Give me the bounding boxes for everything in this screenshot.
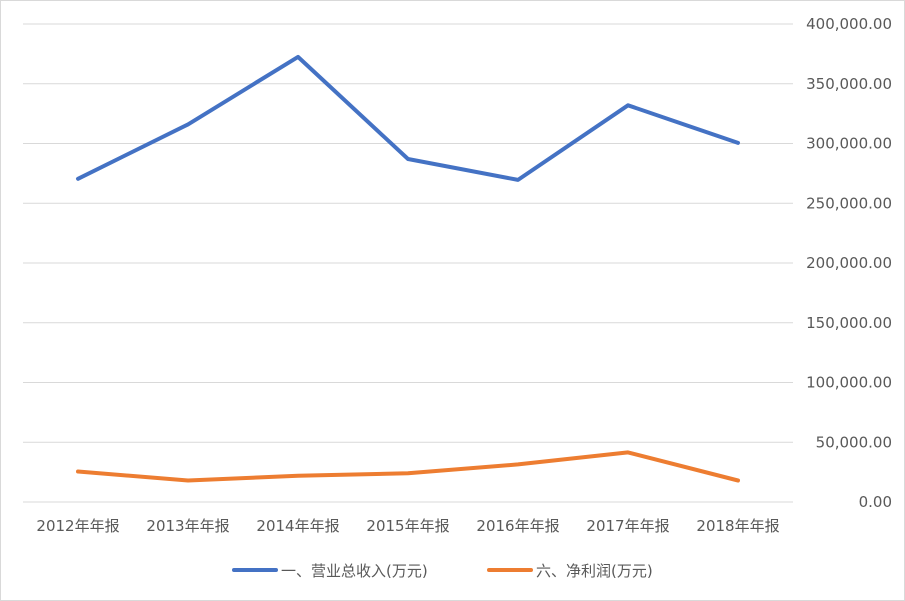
legend-label-1: 一、营业总收入(万元) [281, 562, 428, 580]
y-tick-label: 350,000.00 [806, 75, 892, 93]
y-tick-label: 400,000.00 [806, 15, 892, 33]
x-tick-label: 2018年年报 [696, 517, 779, 535]
legend: 一、营业总收入(万元) 六、净利润(万元) [232, 562, 653, 580]
legend-label-2: 六、净利润(万元) [536, 562, 653, 580]
x-tick-label: 2016年年报 [476, 517, 559, 535]
x-tick-label: 2015年年报 [366, 517, 449, 535]
y-tick-label: 50,000.00 [816, 433, 892, 451]
y-tick-label: 100,000.00 [806, 374, 892, 392]
x-tick-label: 2017年年报 [586, 517, 669, 535]
series-line-2 [76, 450, 740, 483]
y-axis-tick-labels: 0.00 50,000.00 100,000.00 150,000.00 200,000… [806, 15, 892, 511]
y-tick-label: 300,000.00 [806, 135, 892, 153]
x-tick-label: 2013年年报 [146, 517, 229, 535]
x-tick-label: 2012年年报 [36, 517, 119, 535]
series-line-1 [76, 54, 740, 182]
y-tick-label: 200,000.00 [806, 254, 892, 272]
x-tick-label: 2014年年报 [256, 517, 339, 535]
y-tick-label: 250,000.00 [806, 194, 892, 212]
x-axis-tick-labels: 2012年年报 2013年年报 2014年年报 2015年年报 2016年年报 2017年… [36, 517, 779, 535]
gridlines [23, 23, 793, 503]
y-tick-label: 0.00 [859, 493, 892, 511]
series-lines [76, 54, 740, 483]
y-tick-label: 150,000.00 [806, 314, 892, 332]
